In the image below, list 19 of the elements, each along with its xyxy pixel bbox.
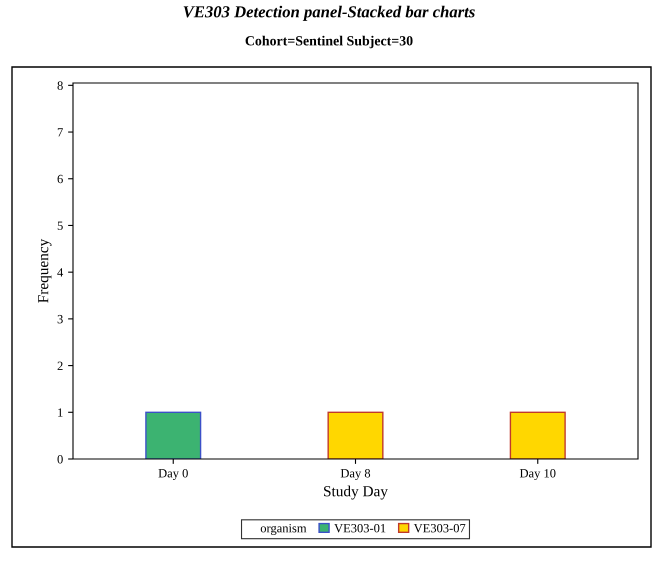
y-tick-label: 8 (58, 81, 63, 90)
y-tick-label: 0 (58, 455, 63, 464)
y-tick-label: 6 (58, 174, 63, 184)
chart-subtitle: Cohort=Sentinel Subject=30 (246, 36, 413, 48)
x-axis-title: Study Day (324, 486, 388, 500)
y-tick-label: 3 (58, 314, 63, 324)
y-tick-label: 5 (58, 222, 63, 230)
legend-label: VE303-07 (414, 524, 466, 532)
x-tick-label: Day 0 (158, 469, 188, 480)
y-tick-label: 4 (57, 268, 64, 277)
legend-label: VE303-01 (334, 524, 386, 532)
x-tick-label: Day 10 (520, 469, 556, 480)
y-tick-label: 2 (58, 362, 63, 370)
y-tick-label: 1 (58, 408, 63, 417)
x-tick-label: Day 8 (340, 469, 370, 480)
legend-title: organism (260, 524, 306, 535)
y-axis-title: Frequency (38, 238, 52, 303)
chart-title: VE303 Detection panel-Stacked bar charts (184, 6, 475, 21)
y-tick-label: 7 (58, 128, 63, 136)
